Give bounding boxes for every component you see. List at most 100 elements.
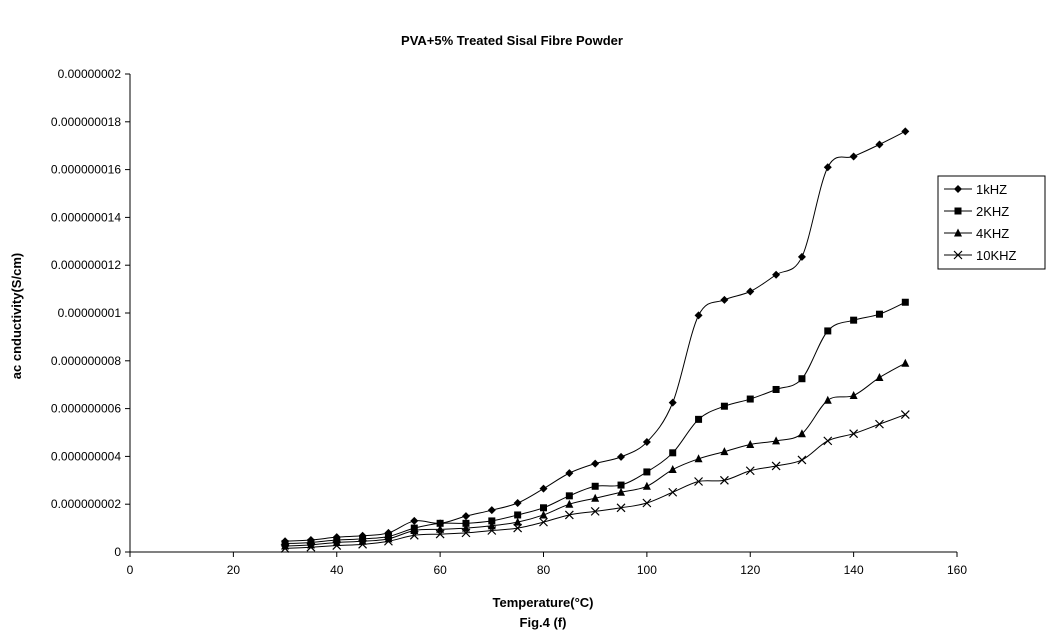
data-point [694, 311, 703, 320]
y-tick-label: 0.000000018 [51, 115, 121, 129]
data-point [901, 127, 910, 136]
data-point [462, 519, 470, 527]
legend-marker [953, 250, 963, 260]
data-point [901, 358, 910, 367]
data-point [720, 295, 729, 304]
data-point [514, 511, 522, 519]
y-tick-label: 0 [114, 545, 121, 559]
x-axis-ticks: 0 20 40 60 80 100 120 140 160 [127, 552, 967, 577]
data-point [306, 542, 316, 552]
x-axis-label: Temperature(°C) [492, 595, 593, 610]
data-point [823, 395, 832, 404]
data-point [850, 316, 858, 324]
data-point [461, 523, 470, 532]
data-point [539, 484, 548, 493]
y-tick-label: 0.000000016 [51, 163, 121, 177]
y-tick-label: 0.000000002 [51, 497, 121, 511]
data-point [900, 410, 910, 419]
data-point [720, 402, 728, 410]
y-tick-label: 0.00000002 [58, 67, 122, 81]
data-point [849, 390, 858, 399]
data-point [694, 454, 703, 463]
y-tick-label: 0.000000008 [51, 354, 121, 368]
data-point [617, 452, 626, 461]
data-point [746, 395, 754, 403]
data-point [461, 512, 470, 521]
data-point [669, 449, 677, 457]
data-point [771, 461, 781, 471]
data-point [798, 375, 806, 383]
figure-caption: Fig.4 (f) [520, 615, 567, 630]
data-point [849, 429, 859, 439]
data-point [539, 517, 548, 527]
data-point [540, 504, 547, 512]
data-point [772, 385, 780, 393]
x-tick-label: 40 [330, 563, 344, 577]
data-point [591, 493, 600, 502]
y-axis-label: ac cnductivity(S/cm) [9, 253, 24, 379]
data-point [668, 398, 677, 407]
series-10KHZ [280, 410, 910, 553]
chart-title: PVA+5% Treated Sisal Fibre Powder [401, 33, 623, 48]
y-tick-label: 0.000000014 [51, 210, 121, 224]
data-point [875, 373, 884, 382]
data-point [694, 477, 703, 486]
legend: 1kHZ 2KHZ 4KHZ 10KHZ [937, 175, 1046, 270]
data-point [642, 438, 651, 447]
y-tick-label: 0.00000001 [58, 306, 122, 320]
data-point [487, 506, 496, 515]
data-point [617, 481, 625, 489]
data-point [487, 521, 496, 530]
data-point [436, 524, 445, 533]
data-point [668, 487, 678, 497]
data-point [824, 327, 832, 335]
series-line [285, 301, 906, 545]
data-point [823, 163, 832, 172]
data-point [746, 287, 755, 296]
data-point [280, 543, 290, 553]
y-tick-label: 0.000000004 [51, 449, 121, 463]
x-tick-label: 60 [433, 563, 447, 577]
data-point [590, 506, 600, 516]
data-point [564, 510, 574, 520]
data-point [513, 499, 522, 508]
data-point [901, 298, 909, 306]
data-point [823, 436, 833, 446]
x-tick-label: 140 [844, 563, 864, 577]
data-point [797, 429, 806, 438]
data-point [772, 436, 781, 445]
legend-marker [954, 207, 962, 215]
series-line [285, 414, 906, 549]
data-point [461, 528, 471, 538]
series-line [285, 362, 906, 547]
legend-label: 1kHZ [976, 182, 1007, 197]
data-point [281, 541, 290, 550]
data-point [797, 455, 807, 465]
data-point [616, 503, 626, 513]
data-point [409, 530, 419, 540]
x-tick-label: 120 [740, 563, 760, 577]
data-point [772, 270, 781, 279]
x-tick-label: 160 [947, 563, 967, 577]
data-point [591, 482, 599, 490]
data-point [332, 541, 342, 550]
data-point [488, 517, 496, 525]
data-point [306, 540, 315, 549]
x-tick-label: 80 [537, 563, 551, 577]
data-point [539, 510, 548, 519]
series-1kHZ [281, 127, 910, 546]
legend-label: 2KHZ [976, 204, 1009, 219]
data-point [668, 465, 677, 474]
data-point [513, 517, 522, 526]
legend-marker [954, 185, 962, 193]
data-point [436, 519, 444, 527]
data-point [591, 459, 600, 468]
y-axis-ticks: 0 0.000000002 0.000000004 0.000000006 0.0000… [51, 67, 130, 559]
data-point [435, 529, 445, 539]
data-point [410, 516, 419, 525]
data-point [849, 152, 858, 161]
y-tick-label: 0.000000012 [51, 258, 121, 272]
legend-label: 10KHZ [976, 248, 1017, 263]
x-tick-label: 100 [637, 563, 657, 577]
